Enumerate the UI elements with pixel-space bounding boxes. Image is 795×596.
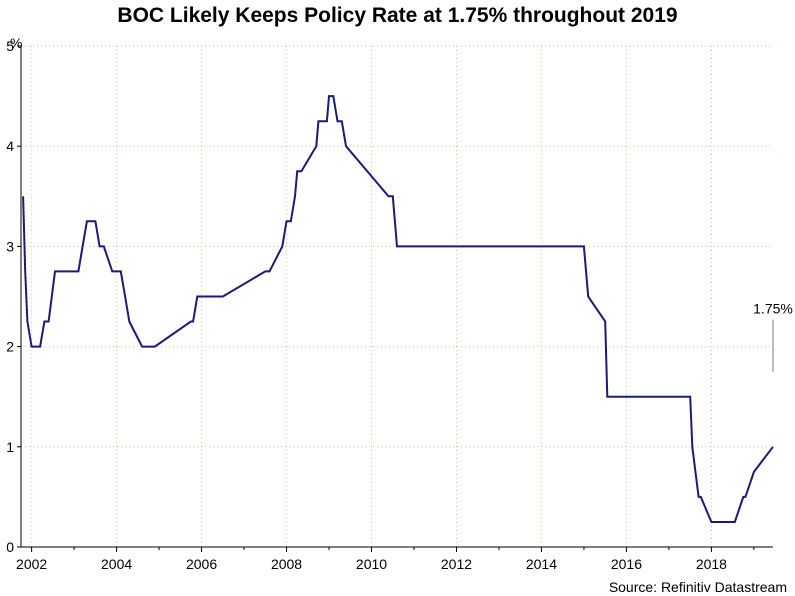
y-tick-label: 4 (6, 138, 14, 154)
y-axis-label: % (10, 35, 22, 51)
y-tick-label: 2 (6, 339, 14, 355)
x-tick-label: 2014 (526, 556, 557, 572)
series-lines (22, 95, 774, 523)
x-tick-label: 2008 (271, 556, 302, 572)
x-tick-label: 2006 (186, 556, 217, 572)
x-tick-label: 2016 (611, 556, 642, 572)
y-tick-label: 1 (6, 439, 14, 455)
x-tick-label: 2012 (441, 556, 472, 572)
chart-title: BOC Likely Keeps Policy Rate at 1.75% th… (117, 4, 678, 27)
x-tick-label: 2002 (16, 556, 47, 572)
series-line (22, 95, 774, 523)
annotations: 1.75% (753, 301, 793, 372)
annotation-label: 1.75% (753, 301, 793, 317)
y-tick-label: 5 (6, 38, 14, 54)
source-note: Source: Refinitiv Datastream (608, 579, 787, 595)
axes (17, 45, 773, 552)
tick-labels: 0 1 2 3 4 5 2002 2004 2006 2008 2010 2012 2014 2016 20… (6, 38, 727, 572)
grid-lines (21, 45, 773, 547)
y-tick-label: 3 (6, 238, 14, 254)
y-tick-label: 0 (6, 539, 14, 555)
x-tick-label: 2004 (101, 556, 132, 572)
x-tick-label: 2018 (696, 556, 727, 572)
x-tick-label: 2010 (356, 556, 387, 572)
